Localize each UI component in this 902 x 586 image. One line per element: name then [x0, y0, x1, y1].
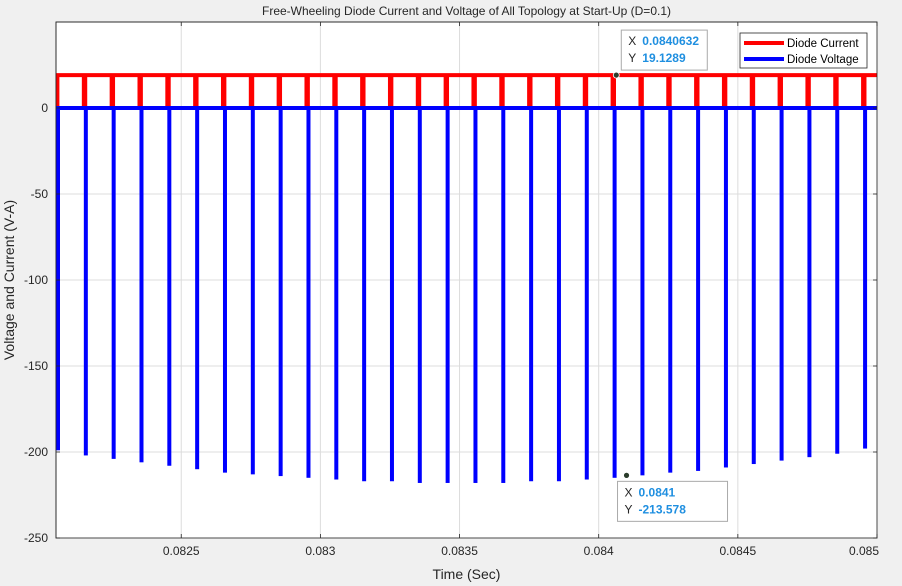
diode-voltage-pulse	[807, 108, 812, 458]
diode-voltage-pulse	[445, 108, 450, 483]
diode-voltage-pulse	[696, 108, 701, 471]
y-tick-label: -50	[31, 187, 49, 201]
legend-entry: Diode Current	[787, 38, 859, 50]
diode-voltage-pulse	[417, 108, 422, 483]
diode-voltage-pulse	[556, 108, 561, 482]
y-tick-label: -100	[24, 273, 48, 287]
datatip-x-label: X	[625, 485, 633, 499]
datatip: X 0.0840632 Y 19.1289	[612, 29, 708, 79]
diode-voltage-pulse	[529, 108, 534, 482]
x-tick-label: 0.0845	[719, 544, 756, 558]
diode-voltage-pulse	[250, 108, 255, 475]
diode-voltage-pulse	[306, 108, 311, 478]
x-tick-label: 0.085	[849, 544, 879, 558]
datatip-x-label: X	[628, 34, 636, 48]
diode-voltage-pulse	[111, 108, 116, 459]
series-diode-current	[56, 73, 877, 110]
x-axis-label: Time (Sec)	[433, 566, 501, 582]
datatip-y-value: 19.1289	[642, 51, 686, 65]
diode-voltage-pulse	[779, 108, 784, 461]
diode-voltage-pulse	[139, 108, 144, 463]
datatip: X 0.0841 Y -213.578	[617, 471, 729, 522]
datatip-y-label: Y	[628, 51, 636, 65]
datatip-marker	[612, 71, 620, 79]
y-tick-label: 0	[41, 101, 48, 115]
y-axis-label: Voltage and Current (V-A)	[1, 200, 17, 360]
diode-voltage-pulse	[612, 108, 617, 478]
diode-voltage-pulse	[863, 108, 868, 449]
diode-voltage-pulse	[167, 108, 172, 466]
diode-voltage-pulse	[501, 108, 506, 483]
diode-voltage-pulse	[473, 108, 478, 483]
diode-voltage-pulse	[723, 108, 728, 468]
x-tick-label: 0.084	[584, 544, 614, 558]
diode-voltage-pulse	[83, 108, 88, 456]
x-tick-label: 0.0835	[441, 544, 478, 558]
datatip-marker	[623, 471, 630, 479]
diode-voltage-pulse	[362, 108, 367, 482]
datatip-y-value: -213.578	[639, 502, 687, 516]
diode-voltage-pulse	[835, 108, 840, 454]
datatips: X 0.0840632 Y 19.1289 X 0.0841 Y -213.578	[612, 29, 729, 522]
legend[interactable]: Diode Current Diode Voltage	[739, 32, 868, 69]
chart-title: Free-Wheeling Diode Current and Voltage …	[262, 4, 671, 18]
datatip-x-value: 0.0840632	[642, 34, 699, 48]
datatip-box	[620, 29, 708, 71]
diode-voltage-pulse	[334, 108, 339, 480]
ticks: 0.0825 0.083 0.0835 0.084 0.0845 0.085 -250 -20…	[24, 22, 879, 558]
diode-voltage-pulse	[222, 108, 227, 473]
diode-voltage-pulse	[584, 108, 589, 480]
x-tick-label: 0.083	[305, 544, 335, 558]
legend-box	[739, 32, 868, 69]
datatip-x-value: 0.0841	[639, 485, 676, 499]
y-tick-label: -200	[24, 445, 48, 459]
x-tick-label: 0.0825	[163, 544, 200, 558]
diode-voltage-pulse	[278, 108, 283, 477]
y-tick-label: -250	[24, 531, 48, 545]
diode-voltage-pulse	[751, 108, 756, 465]
y-tick-label: -150	[24, 359, 48, 373]
diode-voltage-pulse	[56, 108, 60, 451]
diode-voltage-pulse	[195, 108, 200, 470]
diode-voltage-pulse	[668, 108, 673, 473]
datatip-y-label: Y	[625, 502, 633, 516]
series-layer	[56, 73, 877, 483]
datatip-box	[617, 480, 729, 522]
diode-voltage-pulse	[640, 108, 645, 476]
diode-voltage-pulse	[389, 108, 394, 482]
legend-entry: Diode Voltage	[787, 54, 859, 66]
